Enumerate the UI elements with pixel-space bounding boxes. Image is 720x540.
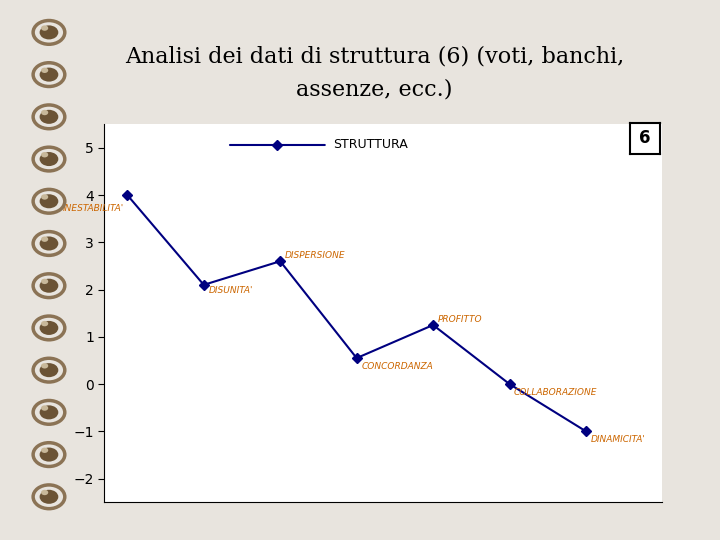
Text: STRUTTURA: STRUTTURA: [333, 138, 408, 152]
Text: assenze, ecc.): assenze, ecc.): [296, 78, 453, 100]
Text: Analisi dei dati di struttura (6) (voti, banchi,: Analisi dei dati di struttura (6) (voti,…: [125, 46, 624, 68]
Text: PROFITTO: PROFITTO: [438, 315, 482, 324]
Text: INESTABILITA': INESTABILITA': [62, 204, 124, 213]
Text: DISUNITA': DISUNITA': [208, 286, 253, 295]
Text: CONCORDANZA: CONCORDANZA: [361, 362, 433, 371]
Text: 6: 6: [639, 129, 651, 147]
Text: DINAMICITA': DINAMICITA': [590, 435, 645, 444]
Text: COLLABORAZIONE: COLLABORAZIONE: [514, 388, 598, 397]
Text: DISPERSIONE: DISPERSIONE: [285, 251, 346, 260]
